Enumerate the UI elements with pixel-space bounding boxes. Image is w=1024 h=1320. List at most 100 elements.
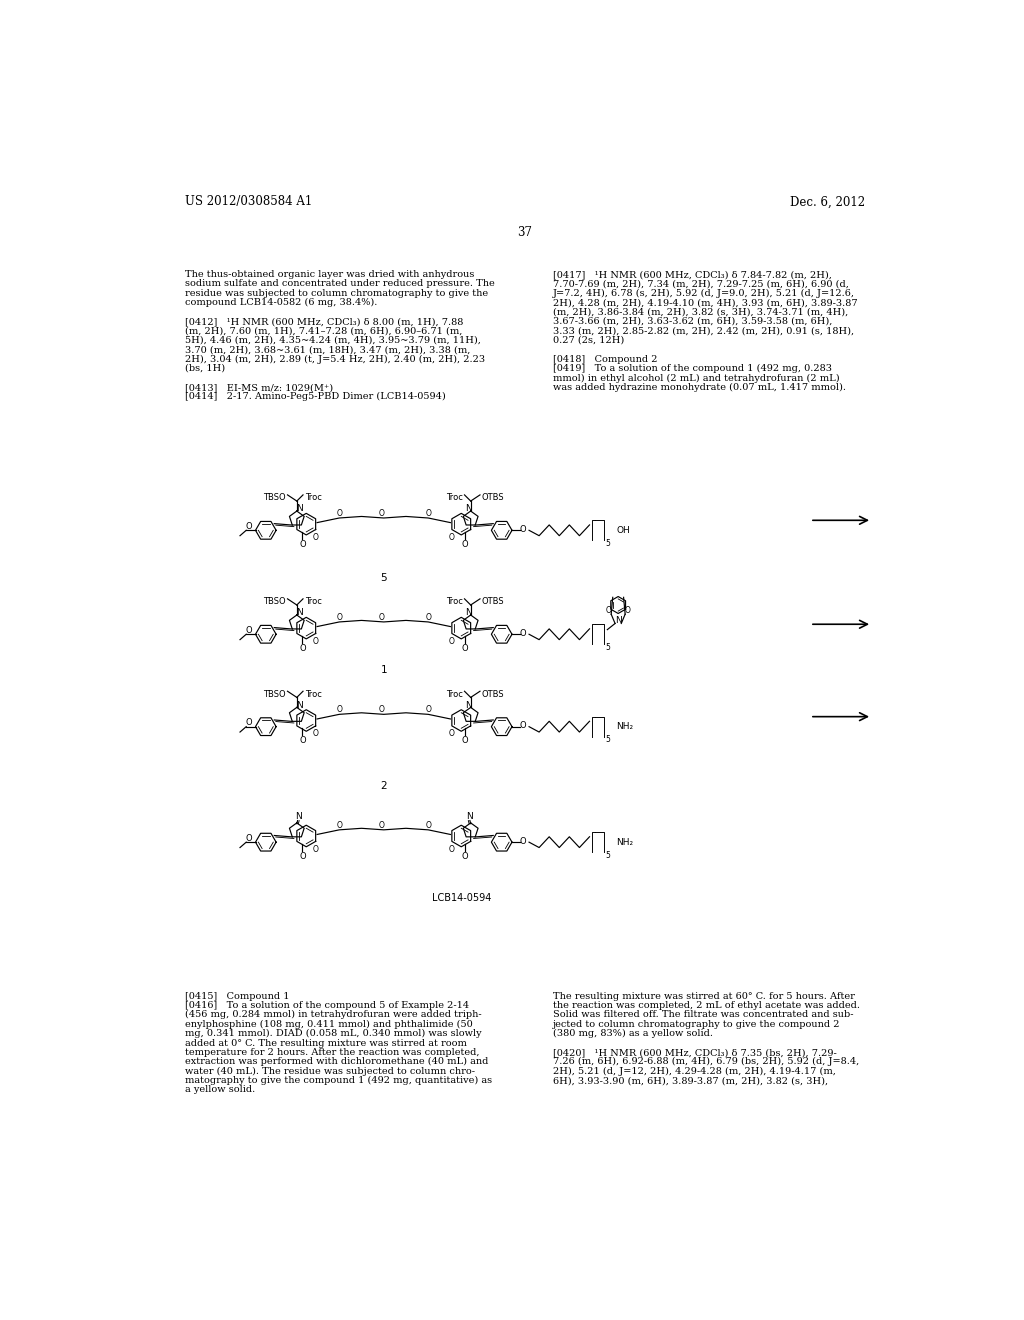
Text: O: O [336, 821, 342, 830]
Text: O: O [425, 510, 431, 517]
Text: the reaction was completed, 2 mL of ethyl acetate was added.: the reaction was completed, 2 mL of ethy… [553, 1001, 860, 1010]
Text: mmol) in ethyl alcohol (2 mL) and tetrahydrofuran (2 mL): mmol) in ethyl alcohol (2 mL) and tetrah… [553, 374, 840, 383]
Text: (bs, 1H): (bs, 1H) [184, 364, 224, 374]
Text: 5: 5 [606, 643, 610, 652]
Text: O: O [299, 851, 306, 861]
Text: jected to column chromatography to give the compound 2: jected to column chromatography to give … [553, 1020, 841, 1028]
Text: N: N [296, 701, 302, 710]
Text: Troc: Troc [446, 494, 463, 503]
Text: added at 0° C. The resulting mixture was stirred at room: added at 0° C. The resulting mixture was… [184, 1039, 467, 1048]
Text: O: O [312, 533, 318, 543]
Text: 2H), 4.28 (m, 2H), 4.19-4.10 (m, 4H), 3.93 (m, 6H), 3.89-3.87: 2H), 4.28 (m, 2H), 4.19-4.10 (m, 4H), 3.… [553, 298, 857, 308]
Text: 6H), 3.93-3.90 (m, 6H), 3.89-3.87 (m, 2H), 3.82 (s, 3H),: 6H), 3.93-3.90 (m, 6H), 3.89-3.87 (m, 2H… [553, 1076, 827, 1085]
Text: [0414]   2-17. Amino-Peg5-PBD Dimer (LCB14-0594): [0414] 2-17. Amino-Peg5-PBD Dimer (LCB14… [184, 392, 445, 401]
Text: 5H), 4.46 (m, 2H), 4.35~4.24 (m, 4H), 3.95~3.79 (m, 11H),: 5H), 4.46 (m, 2H), 4.35~4.24 (m, 4H), 3.… [184, 335, 480, 345]
Text: TBSO: TBSO [263, 494, 286, 503]
Text: N: N [295, 812, 302, 821]
Text: NH₂: NH₂ [616, 722, 634, 731]
Text: [0416]   To a solution of the compound 5 of Example 2-14: [0416] To a solution of the compound 5 o… [184, 1001, 469, 1010]
Text: (456 mg, 0.284 mmol) in tetrahydrofuran were added triph-: (456 mg, 0.284 mmol) in tetrahydrofuran … [184, 1010, 481, 1019]
Text: O: O [379, 510, 384, 517]
Text: extraction was performed with dichloromethane (40 mL) and: extraction was performed with dichlorome… [184, 1057, 488, 1067]
Text: O: O [312, 845, 318, 854]
Text: [0417]   ¹H NMR (600 MHz, CDCl₃) δ 7.84-7.82 (m, 2H),: [0417] ¹H NMR (600 MHz, CDCl₃) δ 7.84-7.… [553, 271, 831, 279]
Text: O: O [336, 510, 342, 517]
Text: residue was subjected to column chromatography to give the: residue was subjected to column chromato… [184, 289, 487, 298]
Text: 5: 5 [606, 735, 610, 744]
Text: LCB14-0594: LCB14-0594 [431, 892, 490, 903]
Text: O: O [299, 540, 306, 549]
Text: O: O [312, 636, 318, 645]
Text: 2H), 5.21 (d, J=12, 2H), 4.29-4.28 (m, 2H), 4.19-4.17 (m,: 2H), 5.21 (d, J=12, 2H), 4.29-4.28 (m, 2… [553, 1067, 836, 1076]
Text: Troc: Troc [446, 597, 463, 606]
Text: N: N [465, 701, 472, 710]
Text: O: O [462, 644, 468, 652]
Text: 37: 37 [517, 226, 532, 239]
Text: N: N [466, 812, 472, 821]
Text: OTBS: OTBS [481, 494, 504, 503]
Text: OTBS: OTBS [481, 597, 504, 606]
Text: O: O [336, 705, 342, 714]
Text: O: O [312, 729, 318, 738]
Text: O: O [246, 521, 252, 531]
Text: O: O [425, 705, 431, 714]
Text: sodium sulfate and concentrated under reduced pressure. The: sodium sulfate and concentrated under re… [184, 280, 495, 289]
Text: 3.67-3.66 (m, 2H), 3.63-3.62 (m, 6H), 3.59-3.58 (m, 6H),: 3.67-3.66 (m, 2H), 3.63-3.62 (m, 6H), 3.… [553, 317, 833, 326]
Text: N: N [465, 609, 472, 618]
Text: (m, 2H), 3.86-3.84 (m, 2H), 3.82 (s, 3H), 3.74-3.71 (m, 4H),: (m, 2H), 3.86-3.84 (m, 2H), 3.82 (s, 3H)… [553, 308, 848, 317]
Text: US 2012/0308584 A1: US 2012/0308584 A1 [184, 195, 312, 209]
Text: matography to give the compound 1 (492 mg, quantitative) as: matography to give the compound 1 (492 m… [184, 1076, 492, 1085]
Text: [0419]   To a solution of the compound 1 (492 mg, 0.283: [0419] To a solution of the compound 1 (… [553, 364, 831, 374]
Text: compound LCB14-0582 (6 mg, 38.4%).: compound LCB14-0582 (6 mg, 38.4%). [184, 298, 377, 308]
Text: O: O [462, 540, 468, 549]
Text: 2H), 3.04 (m, 2H), 2.89 (t, J=5.4 Hz, 2H), 2.40 (m, 2H), 2.23: 2H), 3.04 (m, 2H), 2.89 (t, J=5.4 Hz, 2H… [184, 355, 484, 364]
Text: O: O [449, 533, 455, 543]
Text: 3.33 (m, 2H), 2.85-2.82 (m, 2H), 2.42 (m, 2H), 0.91 (s, 18H),: 3.33 (m, 2H), 2.85-2.82 (m, 2H), 2.42 (m… [553, 326, 854, 335]
Text: TBSO: TBSO [263, 597, 286, 606]
Text: temperature for 2 hours. After the reaction was completed,: temperature for 2 hours. After the react… [184, 1048, 479, 1057]
Text: O: O [519, 630, 526, 638]
Text: OH: OH [616, 525, 631, 535]
Text: Dec. 6, 2012: Dec. 6, 2012 [790, 195, 865, 209]
Text: 5: 5 [381, 573, 387, 583]
Text: [0412]   ¹H NMR (600 MHz, CDCl₃) δ 8.00 (m, 1H), 7.88: [0412] ¹H NMR (600 MHz, CDCl₃) δ 8.00 (m… [184, 317, 463, 326]
Text: O: O [425, 612, 431, 622]
Text: O: O [625, 606, 631, 615]
Text: N: N [465, 504, 472, 513]
Text: O: O [299, 737, 306, 744]
Text: 7.70-7.69 (m, 2H), 7.34 (m, 2H), 7.29-7.25 (m, 6H), 6.90 (d,: 7.70-7.69 (m, 2H), 7.34 (m, 2H), 7.29-7.… [553, 280, 849, 289]
Text: N: N [296, 609, 302, 618]
Text: water (40 mL). The residue was subjected to column chro-: water (40 mL). The residue was subjected… [184, 1067, 474, 1076]
Text: Troc: Troc [304, 689, 322, 698]
Text: 1: 1 [381, 665, 387, 676]
Text: 3.70 (m, 2H), 3.68~3.61 (m, 18H), 3.47 (m, 2H), 3.38 (m,: 3.70 (m, 2H), 3.68~3.61 (m, 18H), 3.47 (… [184, 346, 470, 354]
Text: O: O [462, 737, 468, 744]
Text: N: N [296, 504, 302, 513]
Text: O: O [379, 612, 384, 622]
Text: (m, 2H), 7.60 (m, 1H), 7.41–7.28 (m, 6H), 6.90–6.71 (m,: (m, 2H), 7.60 (m, 1H), 7.41–7.28 (m, 6H)… [184, 326, 462, 335]
Text: O: O [519, 525, 526, 535]
Text: a yellow solid.: a yellow solid. [184, 1085, 255, 1094]
Text: enylphosphine (108 mg, 0.411 mmol) and phthalimide (50: enylphosphine (108 mg, 0.411 mmol) and p… [184, 1020, 472, 1028]
Text: Troc: Troc [304, 597, 322, 606]
Text: O: O [246, 834, 252, 842]
Text: [0420]   ¹H NMR (600 MHz, CDCl₃) δ 7.35 (bs, 2H), 7.29-: [0420] ¹H NMR (600 MHz, CDCl₃) δ 7.35 (b… [553, 1048, 837, 1057]
Text: O: O [449, 845, 455, 854]
Text: The thus-obtained organic layer was dried with anhydrous: The thus-obtained organic layer was drie… [184, 271, 474, 279]
Text: 5: 5 [606, 850, 610, 859]
Text: O: O [246, 626, 252, 635]
Text: Solid was filtered off. The filtrate was concentrated and sub-: Solid was filtered off. The filtrate was… [553, 1010, 853, 1019]
Text: The resulting mixture was stirred at 60° C. for 5 hours. After: The resulting mixture was stirred at 60°… [553, 991, 855, 1001]
Text: [0418]   Compound 2: [0418] Compound 2 [553, 355, 657, 363]
Text: (380 mg, 83%) as a yellow solid.: (380 mg, 83%) as a yellow solid. [553, 1030, 713, 1039]
Text: O: O [246, 718, 252, 727]
Text: O: O [519, 722, 526, 730]
Text: O: O [379, 705, 384, 714]
Text: O: O [449, 729, 455, 738]
Text: [0413]   EI-MS m/z: 1029(M⁺): [0413] EI-MS m/z: 1029(M⁺) [184, 383, 333, 392]
Text: TBSO: TBSO [263, 689, 286, 698]
Text: Troc: Troc [304, 494, 322, 503]
Text: O: O [425, 821, 431, 830]
Text: O: O [449, 636, 455, 645]
Text: O: O [336, 612, 342, 622]
